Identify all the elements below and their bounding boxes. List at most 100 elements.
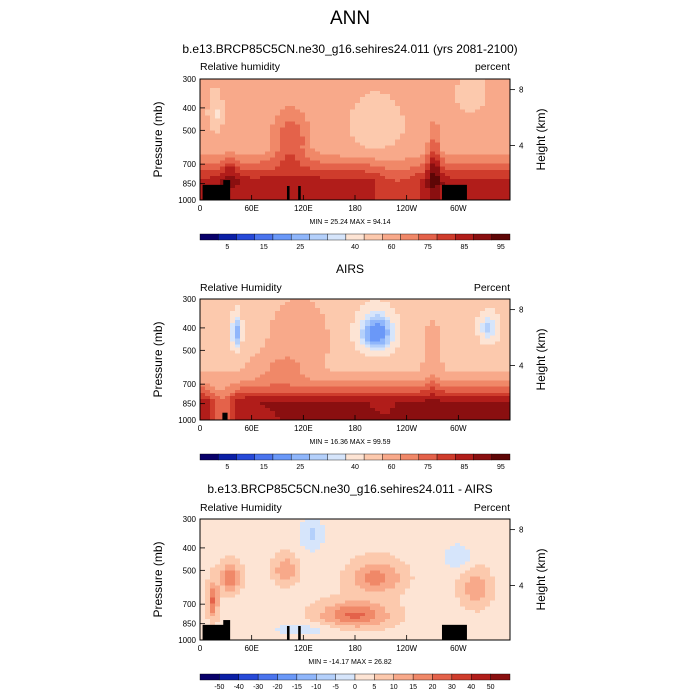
panel-1-right-axis-title: Height (km): [534, 108, 548, 170]
panel-3-y-tick-label: 300: [183, 515, 197, 524]
panel-3-title: b.e13.BRCP85C5CN.ne30_g16.sehires24.011 …: [207, 482, 493, 496]
panel-2-min-max: MIN = 16.36 MAX = 99.59: [309, 439, 391, 446]
panel-1-right-label: percent: [474, 61, 510, 73]
panel-2-x-tick-label: 0: [198, 424, 203, 433]
colorbar-swatch: [254, 453, 274, 461]
panel-1-x-tick-label: 120W: [396, 204, 417, 213]
colorbar-label: 75: [424, 464, 432, 471]
colorbar-swatch: [455, 453, 474, 461]
panel-1-x-tick-label: 60W: [450, 204, 467, 213]
panel-3-min-max: MIN = -14.17 MAX = 26.82: [308, 659, 392, 666]
panel-2-topography-mask: [222, 412, 228, 420]
panel-1-right-tick-label: 4: [519, 141, 524, 150]
colorbar-swatch: [473, 453, 492, 461]
colorbar-label: 40: [351, 464, 359, 471]
panel-3-topography-mask: [441, 624, 467, 640]
colorbar-swatch: [199, 233, 219, 241]
colorbar-swatch: [436, 233, 456, 241]
colorbar-label: -5: [333, 684, 339, 691]
panel-3-topography-mask: [286, 626, 290, 640]
colorbar-swatch: [327, 233, 347, 241]
panel-3-x-tick-label: 60E: [245, 644, 259, 653]
colorbar-label: 25: [296, 244, 304, 251]
colorbar-swatch: [473, 233, 492, 241]
colorbar-label: 60: [388, 244, 396, 251]
colorbar-swatch: [363, 453, 383, 461]
panel-2-y-tick-label: 500: [183, 346, 197, 355]
panel-3-right-axis-title: Height (km): [534, 548, 548, 610]
colorbar-swatch: [382, 453, 401, 461]
colorbar-label: 95: [497, 244, 505, 251]
panel-1-x-tick-label: 60E: [245, 204, 259, 213]
panel-2-y-axis-title: Pressure (mb): [151, 321, 165, 397]
panel-2-right-tick-label: 4: [519, 361, 524, 370]
panel-1-left-label: Relative humidity: [200, 61, 280, 73]
colorbar-label: 85: [461, 244, 469, 251]
panel-2-x-tick-label: 60W: [450, 424, 467, 433]
colorbar-label: 75: [424, 244, 432, 251]
colorbar-swatch: [236, 233, 255, 241]
colorbar-label: 10: [390, 684, 398, 691]
colorbar-swatch: [254, 233, 274, 241]
colorbar-label: 60: [388, 464, 396, 471]
panel-3-x-tick-label: 120W: [396, 644, 417, 653]
panel-2-left-label: Relative Humidity: [200, 282, 282, 294]
colorbar-label: -40: [234, 684, 244, 691]
panel-1-y-tick-label: 300: [183, 75, 197, 84]
colorbar-swatch: [412, 673, 433, 681]
panel-3-y-tick-label: 1000: [178, 636, 196, 645]
colorbar-swatch: [257, 673, 278, 681]
panel-1-y-axis-title: Pressure (mb): [151, 101, 165, 177]
colorbar-swatch: [327, 453, 347, 461]
panel-3-x-tick-label: 60W: [450, 644, 467, 653]
panel-2-colorbar: 5 15 25 40 60 75 85 95: [199, 453, 511, 471]
colorbar-swatch: [400, 453, 420, 461]
colorbar-swatch: [393, 673, 414, 681]
panel-1-min-max: MIN = 25.24 MAX = 94.14: [309, 219, 391, 226]
panel-2-x-tick-label: 60E: [245, 424, 259, 433]
panel-2-title: AIRS: [335, 262, 364, 276]
colorbar-swatch: [345, 453, 365, 461]
colorbar-swatch: [451, 673, 472, 681]
colorbar-swatch: [316, 673, 336, 681]
panel-1-topography-mask: [202, 184, 225, 200]
colorbar-label: 5: [372, 684, 376, 691]
panel-2-y-tick-label: 300: [183, 295, 197, 304]
colorbar-swatch: [335, 673, 356, 681]
colorbar-label: 30: [448, 684, 456, 691]
panel-1-right-tick-label: 8: [519, 86, 524, 95]
panel-1-x-tick-label: 180: [348, 204, 362, 213]
panel-1-field: [200, 79, 511, 201]
panel-3-y-axis-title: Pressure (mb): [151, 541, 165, 617]
colorbar-label: 15: [260, 244, 268, 251]
colorbar-label: 25: [296, 464, 304, 471]
colorbar-swatch: [345, 233, 365, 241]
colorbar-swatch: [491, 233, 511, 241]
panel-3-y-tick-label: 500: [183, 566, 197, 575]
panel-1-y-tick-label: 400: [183, 104, 197, 113]
panel-3-left-label: Relative Humidity: [200, 502, 282, 514]
panel-3-x-tick-label: 0: [198, 644, 203, 653]
panel-1-y-tick-label: 1000: [178, 196, 196, 205]
panel-1-topography-mask: [223, 180, 231, 200]
panel-3-x-tick-label: 180: [348, 644, 362, 653]
colorbar-swatch: [219, 673, 239, 681]
panel-2-right-tick-label: 8: [519, 306, 524, 315]
colorbar-swatch: [309, 453, 328, 461]
panel-3-right-tick-label: 4: [519, 581, 524, 590]
colorbar-label: 5: [225, 464, 229, 471]
colorbar-label: 95: [497, 464, 505, 471]
colorbar-swatch: [199, 673, 220, 681]
colorbar-swatch: [354, 673, 375, 681]
colorbar-swatch: [382, 233, 401, 241]
colorbar-swatch: [218, 233, 237, 241]
panel-1-x-tick-label: 120E: [294, 204, 313, 213]
colorbar-swatch: [309, 233, 328, 241]
panel-1-topography-mask: [441, 184, 467, 200]
panel-1-colorbar: 5 15 25 40 60 75 85 95: [199, 233, 511, 251]
colorbar-swatch: [290, 233, 310, 241]
colorbar-label: -20: [272, 684, 282, 691]
colorbar-swatch: [418, 233, 438, 241]
colorbar-swatch: [490, 673, 511, 681]
